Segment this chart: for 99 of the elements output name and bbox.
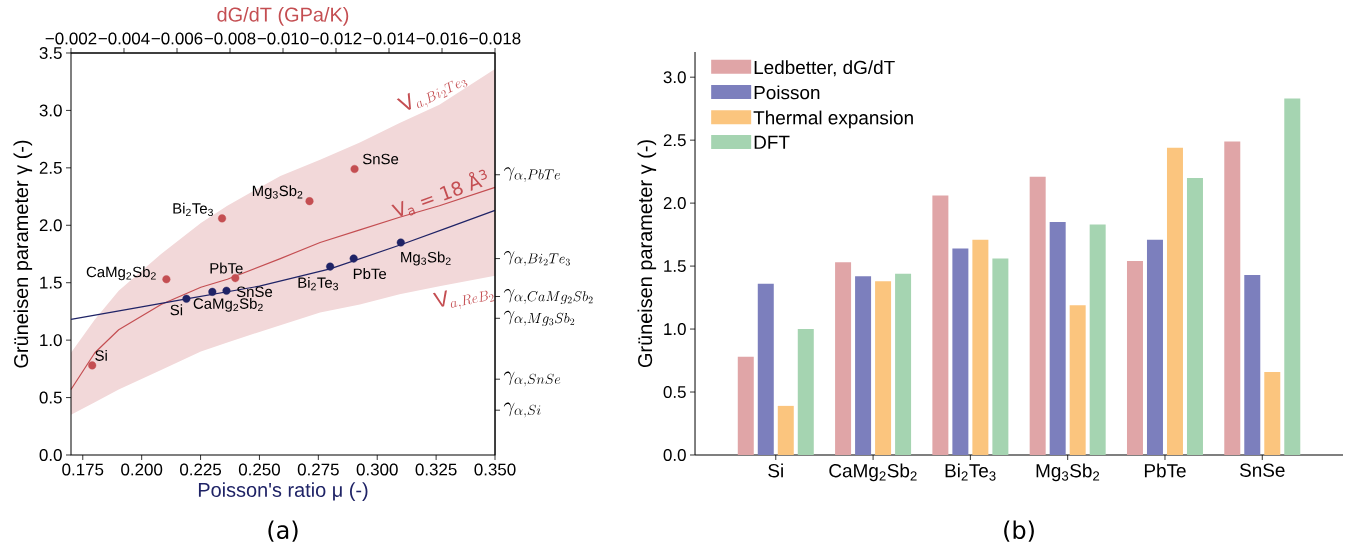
ref-line-label: $\gamma_{\alpha, PbTe}$ bbox=[503, 167, 561, 183]
y-tick-label: 1.0 bbox=[664, 322, 686, 335]
annotation: Si bbox=[95, 349, 107, 361]
annotation: SnSe bbox=[362, 153, 399, 165]
x2-tick-label: −0.018 bbox=[469, 32, 521, 45]
bar bbox=[797, 328, 814, 455]
x-tick-label: 0.175 bbox=[62, 463, 104, 476]
y-tick-label: 2.5 bbox=[663, 134, 686, 147]
x-axis-title: Poisson's ratio μ (-) bbox=[198, 482, 368, 501]
x2-tick-label: −0.016 bbox=[416, 32, 468, 45]
bar bbox=[1284, 98, 1301, 455]
y-tick-label: 0.5 bbox=[663, 385, 686, 398]
y-tick-label: 1.5 bbox=[40, 276, 62, 289]
bar bbox=[1069, 305, 1086, 455]
x-tick-label: Si bbox=[768, 463, 783, 478]
x2-tick-label: −0.010 bbox=[257, 32, 309, 45]
x-tick-label: Mg$_{3}$Sb$_{2}$ bbox=[1036, 463, 1100, 482]
text: (a) bbox=[268, 520, 298, 542]
bar bbox=[1049, 221, 1066, 455]
point bbox=[396, 238, 405, 247]
ref-line-label: $\gamma_{\alpha, Si}$ bbox=[503, 402, 541, 418]
bar bbox=[835, 262, 852, 455]
x-tick-label: 0.275 bbox=[297, 463, 339, 476]
bar bbox=[1224, 141, 1241, 455]
annotation: Si bbox=[170, 304, 183, 316]
annotation: Bi$_{2}$Te$_{3}$ bbox=[298, 276, 339, 291]
y-tick-label: 1.5 bbox=[664, 260, 686, 272]
text: V$_{a}$ = 18 Å$^{3}$ bbox=[391, 169, 487, 217]
bar bbox=[875, 281, 892, 455]
ref-line-label: $\gamma_{\alpha, SnSe}$ bbox=[503, 371, 561, 387]
bar bbox=[1186, 177, 1203, 455]
x-tick-label: CaMg$_{2}$Sb$_{2}$ bbox=[829, 463, 917, 482]
annotation: CaMg$_{2}$Sb$_{2}$ bbox=[86, 266, 156, 281]
x-tick-label: 0.300 bbox=[356, 463, 398, 476]
y-tick-label: 3.0 bbox=[663, 71, 686, 84]
bar bbox=[1126, 260, 1143, 455]
annotation: PbTe bbox=[210, 262, 243, 274]
x2-tick-label: −0.008 bbox=[204, 32, 256, 45]
x-tick-label: 0.225 bbox=[180, 463, 222, 476]
bar bbox=[855, 276, 872, 455]
x-tick-label: 0.350 bbox=[474, 463, 516, 476]
y-tick-label: 1.0 bbox=[40, 334, 62, 347]
bar bbox=[952, 248, 969, 455]
point bbox=[349, 254, 358, 263]
y-tick-label: 2.0 bbox=[39, 219, 62, 232]
bar bbox=[932, 195, 949, 455]
bar bbox=[757, 283, 774, 455]
x2-tick-label: −0.002 bbox=[45, 32, 97, 45]
y-axis-title: Grüneisen parameter γ (-) bbox=[13, 140, 33, 368]
x2-tick-label: −0.012 bbox=[310, 32, 362, 45]
y-axis-title: Grüneisen parameter γ (-) bbox=[637, 140, 657, 368]
x-tick-label: 0.325 bbox=[415, 463, 457, 476]
bar bbox=[1244, 274, 1261, 455]
annotation: $\mathrm{V}_{a, ReB_2}$ bbox=[432, 290, 495, 309]
annotation: Mg$_{3}$Sb$_{2}$ bbox=[401, 251, 451, 266]
y-tick-label: 2.5 bbox=[39, 161, 62, 174]
bar bbox=[737, 356, 754, 455]
legend-label: Poisson bbox=[754, 85, 820, 100]
annotation: $\mathrm{V}_{a, Bi_2Te_3}$ bbox=[396, 79, 468, 110]
bar bbox=[1089, 224, 1106, 455]
point bbox=[182, 294, 191, 303]
bar bbox=[972, 239, 989, 455]
point bbox=[222, 286, 231, 295]
ref-line-label: $\gamma_{\alpha, Mg_3Sb_2}$ bbox=[503, 310, 575, 326]
y-tick-label: 0.5 bbox=[39, 391, 62, 404]
legend-label: DFT bbox=[754, 135, 790, 149]
y-tick-label: 3.0 bbox=[39, 104, 62, 117]
x2-tick-label: −0.006 bbox=[151, 32, 203, 45]
bar bbox=[1166, 147, 1183, 455]
x2-axis-title: dG/dT (GPa/K) bbox=[217, 6, 349, 26]
legend-label: Ledbetter, dG/dT bbox=[754, 60, 895, 77]
x-tick-label: SnSe bbox=[1239, 463, 1285, 477]
ref-line-label: $\gamma_{\alpha, Bi_2Te_3}$ bbox=[503, 250, 570, 266]
annotation: Mg$_{3}$Sb$_{2}$ bbox=[252, 185, 303, 200]
point bbox=[326, 262, 335, 271]
annotation: Bi$_{2}$Te$_{3}$ bbox=[173, 202, 213, 216]
x-tick-label: PbTe bbox=[1144, 463, 1186, 478]
y-tick-label: 3.5 bbox=[39, 46, 62, 59]
x2-tick-label: −0.004 bbox=[98, 32, 150, 45]
annotation: SnSe bbox=[236, 286, 273, 297]
bar bbox=[895, 273, 912, 455]
bar bbox=[1264, 371, 1281, 455]
x-tick-label: Bi$_{2}$Te$_{3}$ bbox=[945, 463, 996, 481]
bar bbox=[1029, 176, 1046, 455]
y-tick-label: 2.0 bbox=[663, 197, 686, 210]
x-tick-label: 0.250 bbox=[238, 463, 280, 476]
annotation: CaMg$_{2}$Sb$_{2}$ bbox=[193, 297, 263, 312]
bar bbox=[777, 405, 794, 455]
legend-label: Thermal expansion bbox=[753, 110, 913, 129]
ref-line-label: $\gamma_{\alpha, CaMg_2Sb_2}$ bbox=[503, 288, 593, 304]
y-tick-label: 0.0 bbox=[39, 448, 62, 461]
x-tick-label: 0.200 bbox=[121, 463, 163, 476]
y-tick-label: 0.0 bbox=[663, 448, 686, 461]
x2-tick-label: −0.014 bbox=[363, 32, 415, 45]
bar bbox=[992, 258, 1009, 455]
text: (b) bbox=[1004, 520, 1034, 542]
point bbox=[208, 287, 217, 296]
annotation: PbTe bbox=[353, 268, 387, 279]
bar bbox=[1146, 239, 1163, 455]
